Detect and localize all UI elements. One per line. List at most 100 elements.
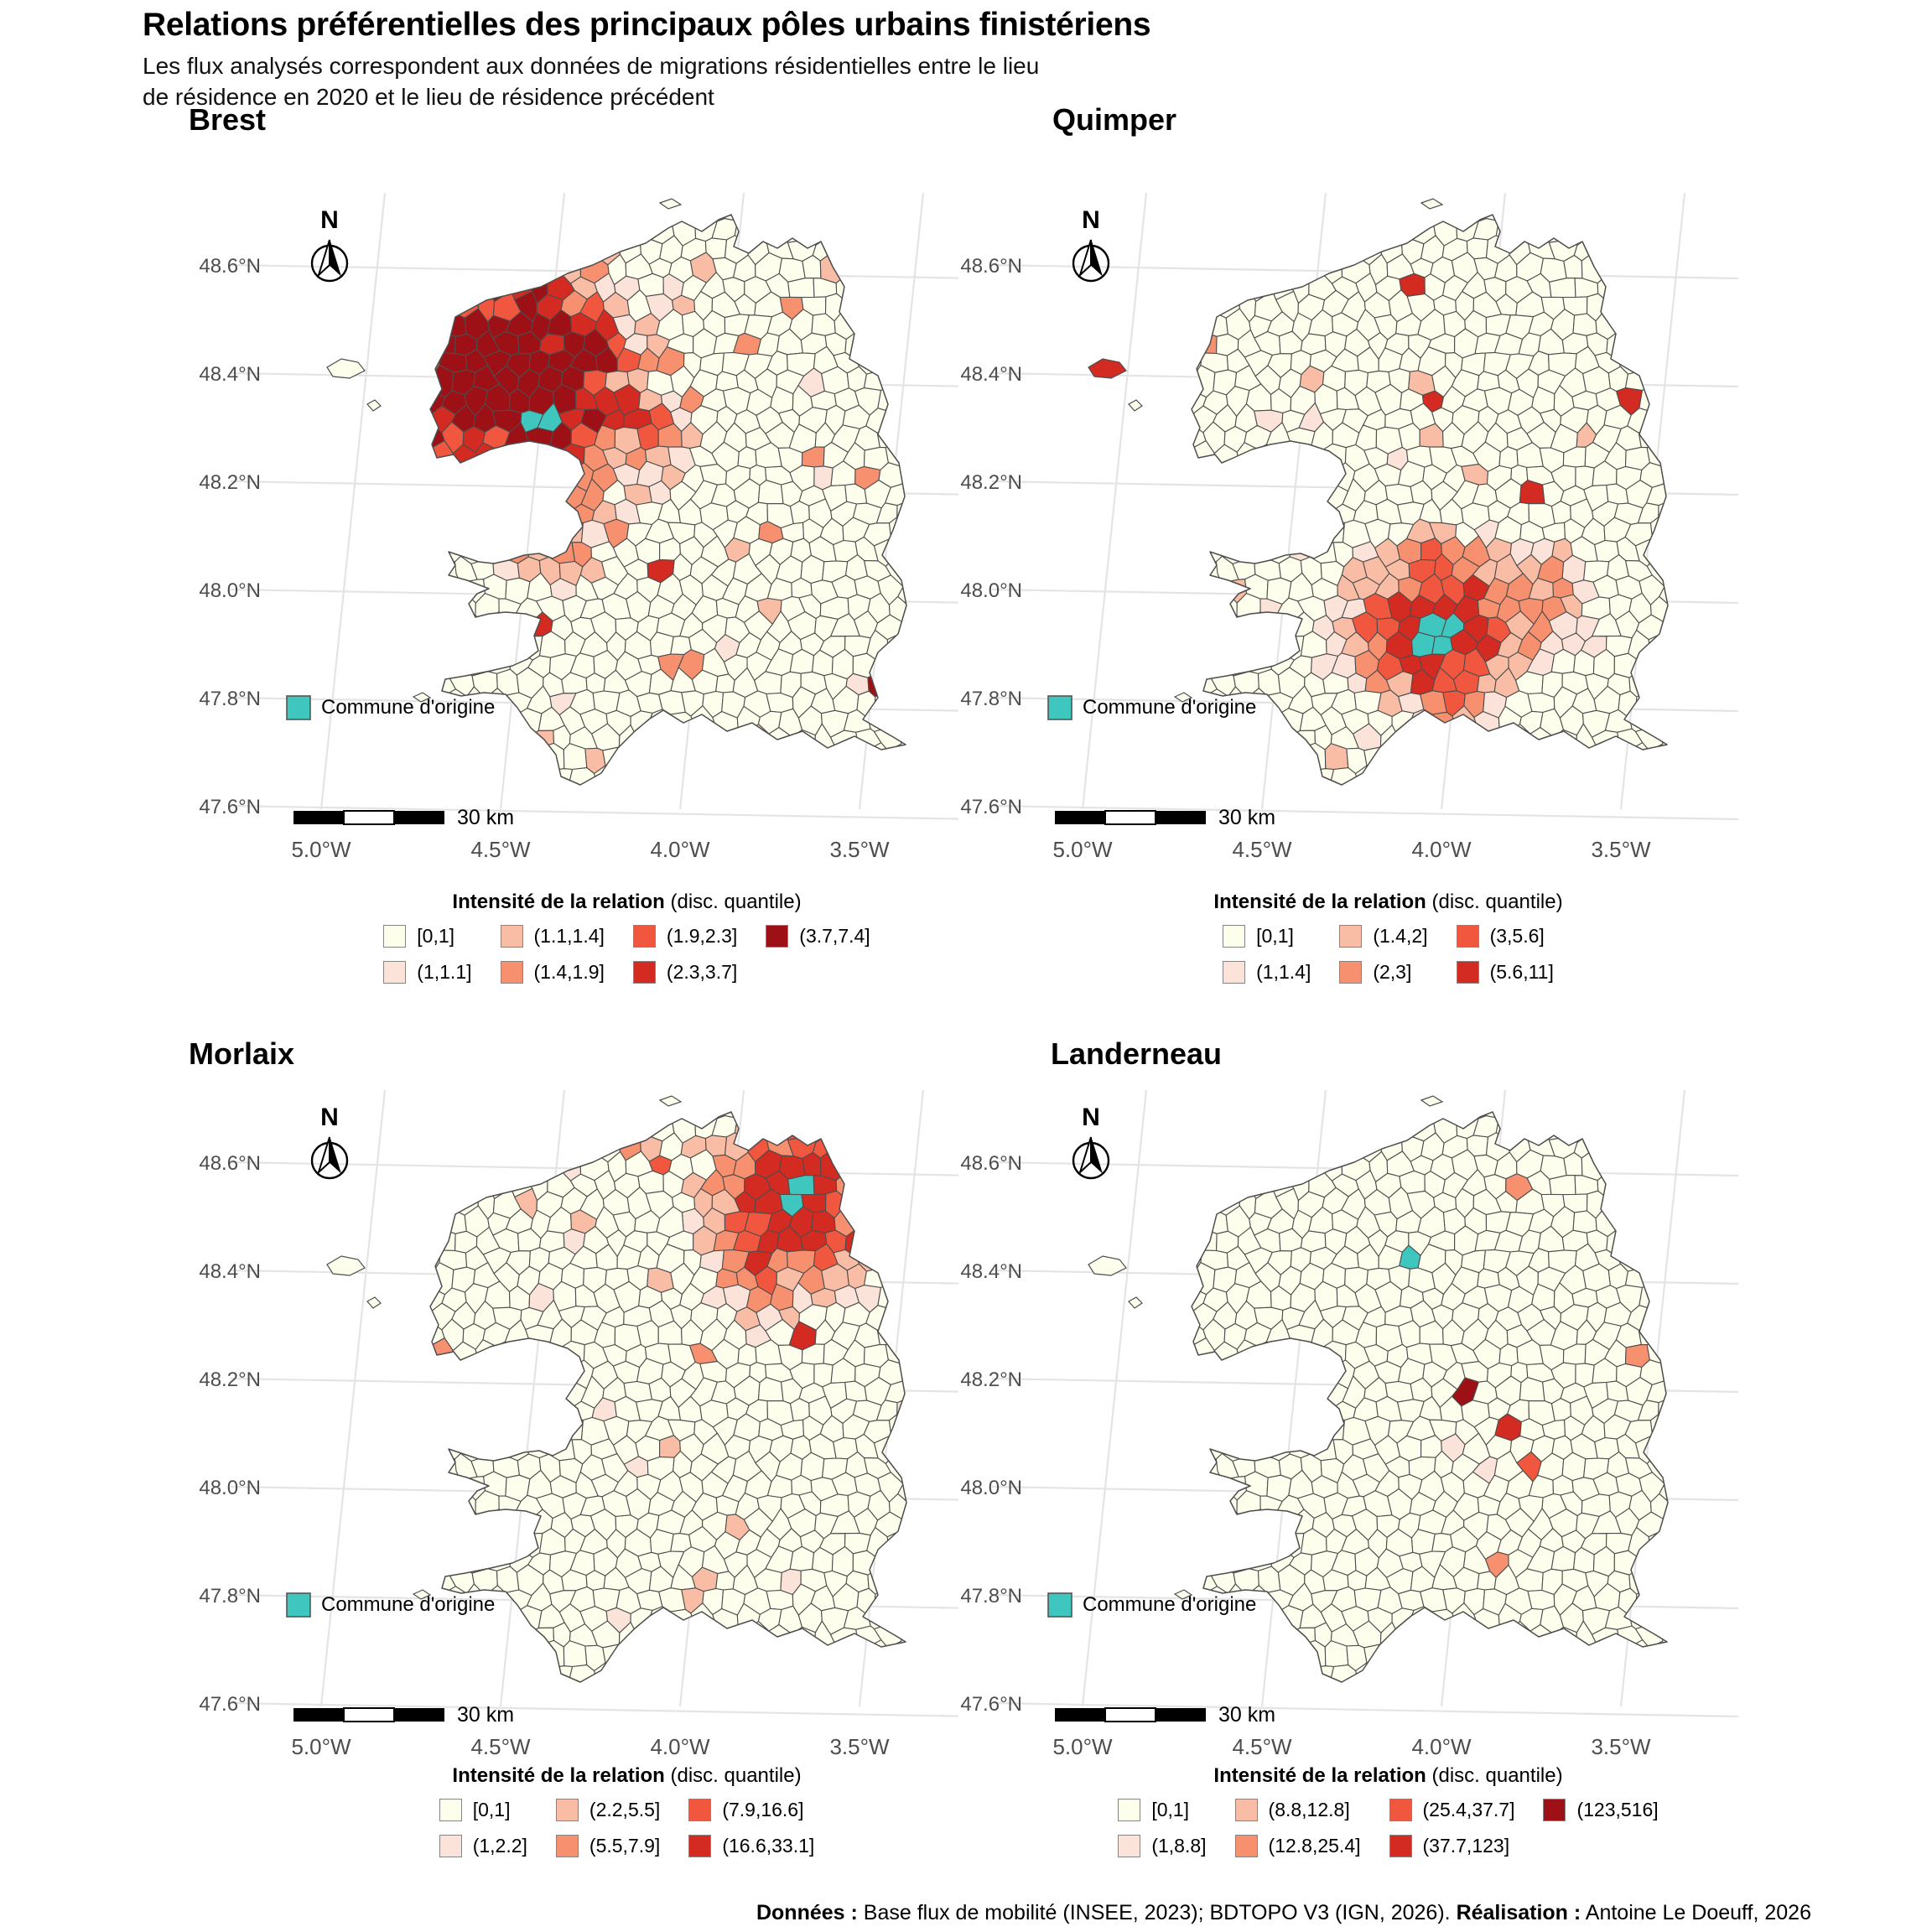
lon-label: 4.0°W bbox=[650, 1734, 710, 1759]
commune-polygon bbox=[636, 1589, 663, 1612]
origin-legend-label: Commune d'origine bbox=[321, 1593, 495, 1616]
lat-label: 48.0°N bbox=[960, 1477, 1022, 1499]
scale-bar: 30 km bbox=[1055, 806, 1275, 829]
island-sein bbox=[1173, 692, 1193, 703]
legend-item: (1,2.2] bbox=[439, 1835, 527, 1857]
origin-legend-label: Commune d'origine bbox=[1083, 696, 1256, 719]
graticule-lat-line bbox=[991, 804, 1739, 821]
origin-commune bbox=[787, 1175, 815, 1196]
legend-item: (1,8.8] bbox=[1118, 1835, 1207, 1857]
north-arrow-label: N bbox=[320, 206, 339, 234]
panel-title-quimper: Quimper bbox=[1052, 102, 1177, 137]
legend-class-label: (1.4,2] bbox=[1373, 925, 1428, 947]
department-outline bbox=[1191, 214, 1669, 786]
north-arrow: N bbox=[1072, 1104, 1110, 1180]
legend-swatch bbox=[1339, 925, 1363, 948]
caption-data-label: Données : bbox=[756, 1901, 858, 1924]
legend-swatch bbox=[632, 961, 656, 984]
legend-title: Intensité de la relation (disc. quantile… bbox=[1213, 1764, 1562, 1788]
legend-item: (25.4,37.7] bbox=[1389, 1799, 1514, 1821]
legend-item: (1.4,1.9] bbox=[500, 961, 605, 984]
lon-label: 4.5°W bbox=[470, 837, 531, 862]
graticule-lon-line bbox=[1081, 1090, 1148, 1707]
lon-label: 4.0°W bbox=[1411, 837, 1472, 862]
figure-subtitle-line1: Les flux analysés correspondent aux donn… bbox=[143, 53, 1040, 79]
legend-item: (1,1.4] bbox=[1223, 961, 1311, 984]
department-outline bbox=[1191, 1111, 1669, 1683]
choropleth-communes bbox=[1192, 215, 1668, 785]
graticule-lon-line bbox=[1081, 193, 1148, 810]
department-outline bbox=[429, 214, 907, 786]
island-sein bbox=[1173, 1589, 1193, 1600]
legend-items: [0,1] (1,8.8] (8.8,12.8] (12.8,25.4] (25.4,3… bbox=[1118, 1799, 1659, 1857]
legend-item: [0,1] bbox=[439, 1799, 527, 1821]
commune-polygon bbox=[1398, 692, 1425, 714]
legend-item: (3,5.6] bbox=[1456, 925, 1554, 948]
north-arrow-needle-east bbox=[1090, 239, 1104, 277]
scale-bar-label: 30 km bbox=[1218, 806, 1275, 829]
origin-commune bbox=[1410, 631, 1436, 657]
map-landerneau: 48.6°N 48.4°N 48.2°N 48.0°N 47.8°N 47.6°N 5.0°… bbox=[958, 1090, 1759, 1771]
lon-label: 5.0°W bbox=[1052, 1734, 1113, 1759]
map-brest: 48.6°N 48.4°N 48.2°N 48.0°N 47.8°N 47.6°N 5.0°… bbox=[197, 193, 998, 874]
scale-bar: 30 km bbox=[1055, 1703, 1275, 1727]
north-arrow-label: N bbox=[1082, 206, 1100, 234]
commune-polygon bbox=[1477, 1571, 1497, 1591]
legend-item: (7.9,16.6] bbox=[688, 1799, 814, 1821]
island-ouessant bbox=[326, 1255, 366, 1276]
graticule: 48.6°N 48.4°N 48.2°N 48.0°N 47.8°N 47.6°N 5.0°… bbox=[199, 1090, 978, 1759]
legend-item: [0,1] bbox=[383, 925, 471, 948]
commune-polygon bbox=[1398, 1589, 1425, 1612]
panel-title-brest: Brest bbox=[189, 102, 267, 137]
lat-label: 47.8°N bbox=[199, 688, 261, 710]
commune-polygon bbox=[1477, 673, 1497, 693]
legend-swatch bbox=[1456, 925, 1479, 948]
lon-label: 3.5°W bbox=[829, 1734, 890, 1759]
origin-legend: Commune d'origine bbox=[1047, 695, 1256, 720]
legend-class-label: [0,1] bbox=[472, 1799, 511, 1820]
legend-item: [0,1] bbox=[1223, 925, 1311, 948]
legend-title-bold: Intensité de la relation bbox=[452, 891, 665, 913]
lat-label: 48.2°N bbox=[199, 1368, 261, 1391]
legend-class-label: (1,1.4] bbox=[1256, 961, 1311, 983]
figure-caption: Données : Base flux de mobilité (INSEE, … bbox=[756, 1901, 1811, 1925]
legend-class-label: (5.6,11] bbox=[1489, 961, 1554, 983]
lat-label: 48.4°N bbox=[960, 363, 1022, 386]
legend-swatch bbox=[1223, 925, 1246, 948]
commune-polygon bbox=[1398, 1320, 1420, 1348]
legend-swatch bbox=[1456, 961, 1479, 984]
commune-polygon bbox=[1549, 1175, 1576, 1196]
commune-polygon bbox=[1398, 423, 1420, 451]
legend-class-label: (2.2,5.5] bbox=[589, 1799, 661, 1820]
map-quimper: 48.6°N 48.4°N 48.2°N 48.0°N 47.8°N 47.6°N 5.0°… bbox=[958, 193, 1759, 874]
lat-label: 47.6°N bbox=[960, 796, 1022, 818]
scale-bar: 30 km bbox=[293, 1703, 514, 1727]
legend-class-label: (1.1,1.4] bbox=[533, 925, 605, 947]
origin-legend-swatch bbox=[1047, 1592, 1072, 1618]
legend-title-normal: (disc. quantile) bbox=[664, 1764, 802, 1787]
legend-title-normal: (disc. quantile) bbox=[1426, 891, 1563, 913]
island-molene bbox=[1128, 399, 1143, 412]
graticule-lon-line bbox=[319, 1090, 387, 1707]
figure-subtitle: Les flux analysés correspondent aux donn… bbox=[143, 50, 1039, 112]
north-arrow-needle-east bbox=[1090, 1136, 1104, 1174]
lat-label: 48.0°N bbox=[960, 579, 1022, 602]
commune-polygon bbox=[636, 423, 659, 451]
legend-swatch bbox=[766, 925, 789, 948]
island-ouessant bbox=[1088, 358, 1127, 379]
legend-item: (123,516] bbox=[1543, 1799, 1659, 1821]
graticule-lon-line bbox=[319, 193, 387, 810]
legend-swatch bbox=[383, 925, 407, 948]
figure-title: Relations préférentielles des principaux… bbox=[143, 7, 1151, 43]
legend-swatch bbox=[1389, 1835, 1412, 1857]
commune-polygon bbox=[636, 1320, 659, 1348]
intensity-legend-morlaix: Intensité de la relation (disc. quantile… bbox=[289, 1764, 964, 1857]
commune-polygon bbox=[715, 1571, 735, 1591]
legend-item: (5.6,11] bbox=[1456, 961, 1554, 984]
lat-label: 48.2°N bbox=[199, 471, 261, 494]
caption-data-text: Base flux de mobilité (INSEE, 2023); BDT… bbox=[857, 1901, 1457, 1924]
legend-item: (8.8,12.8] bbox=[1234, 1799, 1361, 1821]
legend-class-label: (1,2.2] bbox=[472, 1835, 527, 1857]
legend-swatch bbox=[1543, 1799, 1566, 1821]
lon-label: 5.0°W bbox=[1052, 837, 1113, 862]
